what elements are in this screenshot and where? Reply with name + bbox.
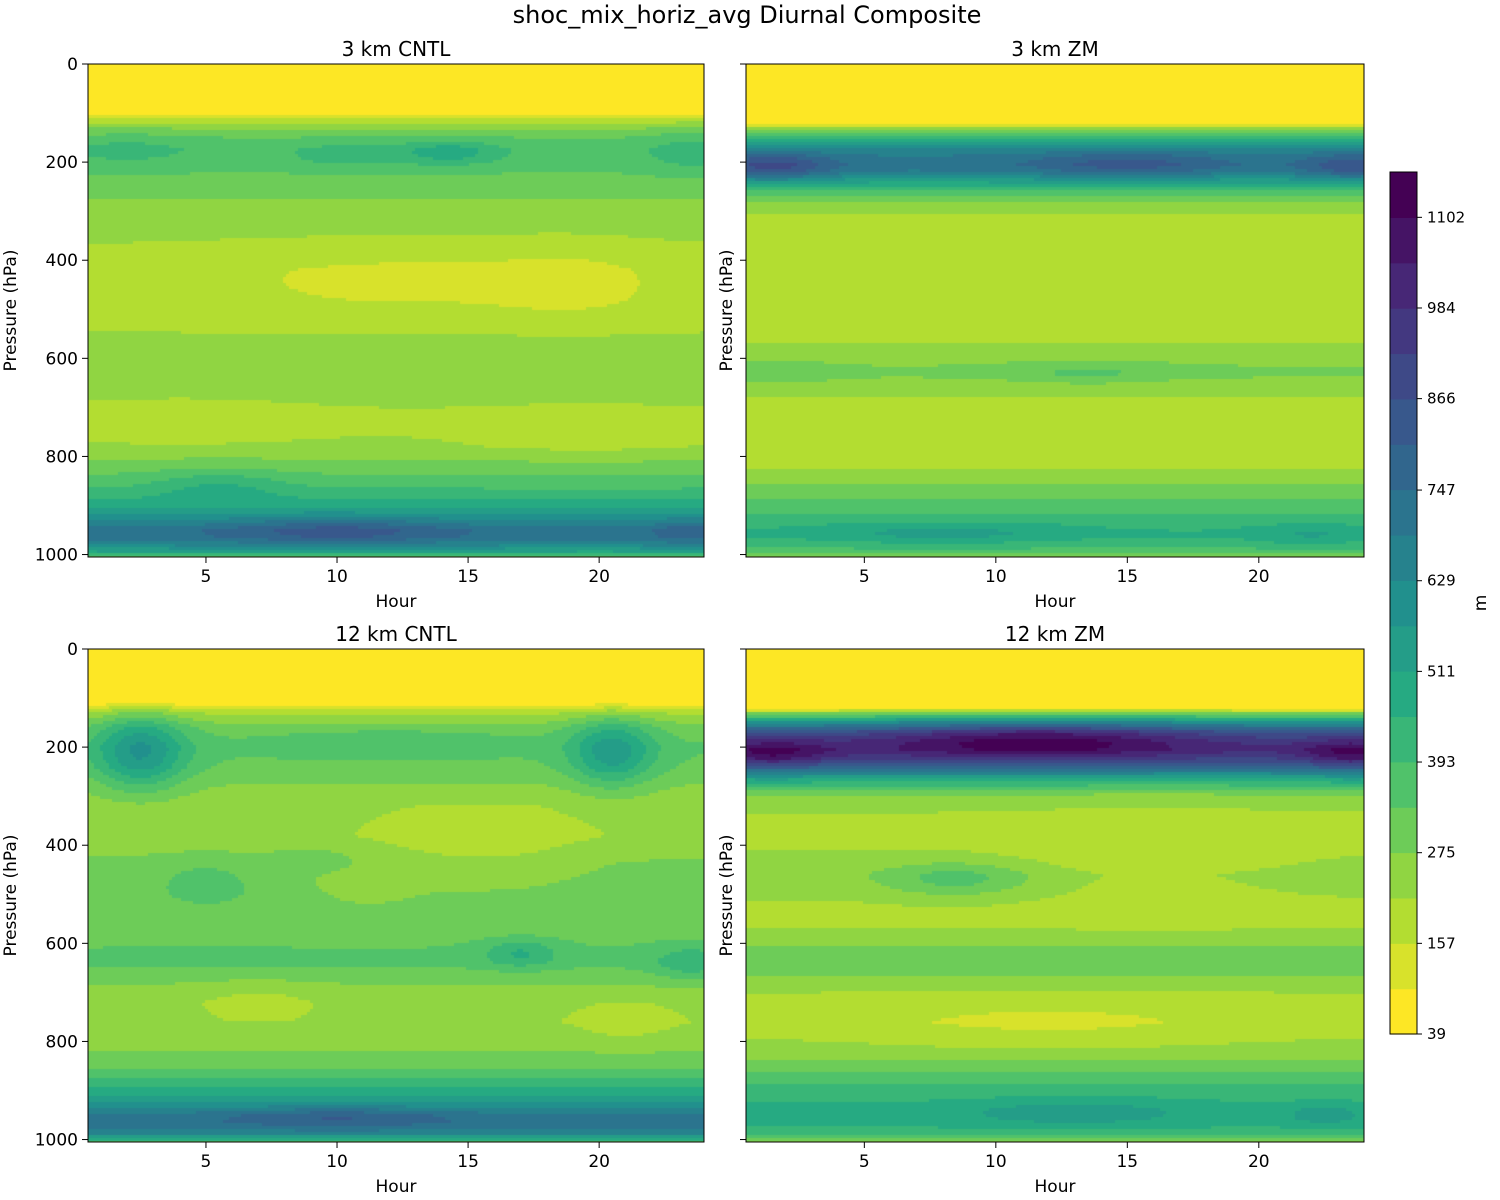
panel-2: 3 km ZM 5 10 15 20 Hour Pressure (hPa) [717, 37, 1365, 612]
colorbar-level [1390, 943, 1417, 990]
colorbar-tick-label: 747 [1427, 481, 1456, 499]
colorbar-level [1390, 534, 1417, 581]
colorbar-level [1390, 716, 1417, 763]
colorbar-level [1390, 398, 1417, 445]
y-tick-label: 200 [46, 738, 78, 758]
y-tick-label: 0 [67, 640, 78, 660]
colorbar-label: m [1471, 595, 1491, 612]
y-axis-label: Pressure (hPa) [1, 250, 21, 372]
colorbar-level [1390, 988, 1417, 1035]
contour-field [88, 649, 704, 1142]
panel-title: 3 km ZM [1011, 37, 1098, 61]
colorbar-level [1390, 444, 1417, 491]
colorbar-level [1390, 172, 1417, 218]
colorbar-level [1390, 761, 1417, 808]
panel-4: 12 km ZM 5 10 15 20 Hour Pressure (hPa) [717, 622, 1365, 1197]
x-axis-label: Hour [376, 592, 417, 612]
x-axis-label: Hour [376, 1177, 417, 1197]
panel-1: 3 km CNTL 5 10 15 20 Hour 0 200 400 600 800 1000 Pre… [1, 37, 705, 612]
panel-3: 12 km CNTL 5 10 15 20 Hour 0 200 400 600 800 1000 Pr… [1, 622, 705, 1197]
x-tick-label: 10 [985, 1152, 1007, 1172]
colorbar-level [1390, 897, 1417, 944]
y-tick-label: 0 [67, 55, 78, 75]
y-axis-label: Pressure (hPa) [717, 835, 737, 957]
x-tick-label: 15 [1116, 567, 1138, 587]
contour-field [88, 64, 704, 557]
y-tick-label: 400 [46, 251, 78, 271]
colorbar-level [1390, 489, 1417, 536]
x-axis-label: Hour [1035, 592, 1076, 612]
x-tick-label: 20 [1248, 1152, 1270, 1172]
colorbar-tick-label: 275 [1427, 844, 1456, 862]
colorbar-tick-label: 157 [1427, 934, 1456, 952]
x-tick-label: 10 [326, 1152, 348, 1172]
x-tick-label: 15 [457, 567, 479, 587]
x-tick-label: 5 [859, 1152, 870, 1172]
x-tick-label: 5 [201, 567, 212, 587]
colorbar-tick-label: 866 [1427, 390, 1456, 408]
colorbar-level [1390, 262, 1417, 309]
x-tick-label: 20 [588, 1152, 610, 1172]
y-tick-label: 600 [46, 349, 78, 369]
y-tick-label: 800 [46, 1032, 78, 1052]
colorbar-frame [1389, 171, 1418, 1035]
x-tick-label: 20 [588, 567, 610, 587]
panel-title: 12 km ZM [1005, 622, 1105, 646]
colorbar-tick-label: 629 [1427, 572, 1456, 590]
y-axis-label: Pressure (hPa) [717, 250, 737, 372]
y-tick-label: 600 [46, 934, 78, 954]
plot-frame [745, 63, 1365, 558]
x-tick-label: 15 [1116, 1152, 1138, 1172]
colorbar-level [1390, 625, 1417, 672]
plot-frame [87, 63, 705, 558]
colorbar-level [1390, 671, 1417, 718]
y-axis-label: Pressure (hPa) [1, 835, 21, 957]
x-tick-label: 15 [457, 1152, 479, 1172]
x-tick-label: 10 [985, 567, 1007, 587]
panel-title: 3 km CNTL [342, 37, 452, 61]
contour-field [746, 64, 1364, 557]
colorbar-tick-label: 984 [1427, 299, 1456, 317]
y-tick-label: 1000 [35, 546, 78, 566]
colorbar-tick-label: 1102 [1427, 208, 1465, 226]
x-tick-label: 20 [1248, 567, 1270, 587]
x-tick-label: 5 [201, 1152, 212, 1172]
y-tick-label: 1000 [35, 1131, 78, 1151]
y-tick-label: 800 [46, 447, 78, 467]
colorbar-tick-label: 393 [1427, 753, 1456, 771]
colorbar-level [1390, 353, 1417, 400]
y-tick-label: 400 [46, 836, 78, 856]
x-axis-label: Hour [1035, 1177, 1076, 1197]
plot-frame [745, 648, 1365, 1143]
x-tick-label: 5 [859, 567, 870, 587]
contour-field [746, 649, 1364, 1142]
figure-title: shoc_mix_horiz_avg Diurnal Composite [513, 1, 982, 29]
panel-title: 12 km CNTL [335, 622, 457, 646]
colorbar-level [1390, 580, 1417, 627]
colorbar: 39 157 275 393 511 629 747 866 984 1102 m [1389, 171, 1491, 1043]
colorbar-level [1390, 852, 1417, 899]
colorbar-level [1390, 807, 1417, 854]
plot-frame [87, 648, 705, 1143]
colorbar-level [1390, 308, 1417, 355]
colorbar-level [1390, 217, 1417, 264]
x-tick-label: 10 [326, 567, 348, 587]
colorbar-tick-label: 39 [1427, 1025, 1446, 1043]
y-tick-label: 200 [46, 153, 78, 173]
colorbar-tick-label: 511 [1427, 662, 1456, 680]
